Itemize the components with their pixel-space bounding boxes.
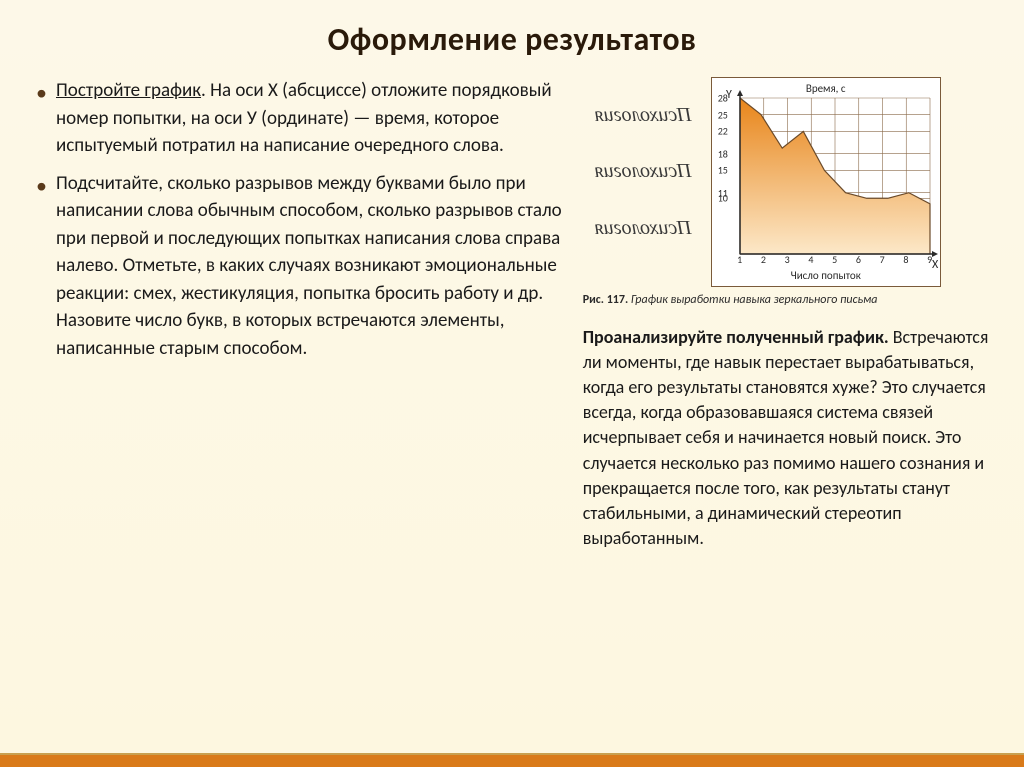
x-tick: 6 [856,253,861,266]
x-tick: 4 [808,253,813,266]
analysis-lead: Проанализируйте полученный график. [583,326,889,348]
x-tick: 1 [737,253,742,266]
analysis-paragraph: Проанализируйте полученный график. Встре… [583,325,994,552]
mirror-writing-samples: Психология Психология Психология [583,77,703,287]
x-tick: 8 [903,253,908,266]
x-tick: 9 [927,253,932,266]
x-axis-label: Число попыток [791,269,861,282]
x-tick: 2 [761,253,766,266]
x-tick: 5 [832,253,837,266]
figure-caption: Рис. 117. График выработки навыка зеркал… [583,293,994,309]
analysis-body: Встречаются ли моменты, где навык перест… [583,326,989,550]
x-tick: 3 [785,253,790,266]
y-axis-label: Время, с [806,82,846,95]
list-item: Подсчитайте, сколько разрывов между букв… [30,170,565,363]
bullet-lead: Постройте график [56,79,201,102]
left-column: Постройте график. На оси Х (абсциссе) от… [30,77,565,551]
svg-text:X: X [932,258,939,272]
bullet-list: Постройте график. На оси Х (абсциссе) от… [30,77,565,362]
mirror-word: Психология [583,104,703,127]
y-tick: 28 [718,92,728,105]
y-tick: 18 [718,147,728,160]
x-tick: 7 [880,253,885,266]
content-row: Постройте график. На оси Х (абсциссе) от… [30,77,994,551]
caption-prefix: Рис. 117. [583,293,628,307]
right-column: Психология Психология Психология YX Врем… [583,77,994,551]
mirror-word: Психология [583,217,703,240]
bullet-text: Подсчитайте, сколько разрывов между букв… [56,172,562,360]
mirror-word: Психология [583,160,703,183]
slide: Оформление результатов Постройте график.… [0,0,1024,767]
y-tick: 15 [718,164,728,177]
page-title: Оформление результатов [30,20,994,59]
list-item: Постройте график. На оси Х (абсциссе) от… [30,77,565,160]
caption-text: График выработки навыка зеркального пись… [631,293,878,307]
chart: YX Время, с Число попыток 10111518222528… [711,77,941,287]
figure: Психология Психология Психология YX Врем… [583,77,994,287]
y-tick: 25 [718,108,728,121]
y-tick: 22 [718,125,728,138]
accent-divider [0,753,1024,755]
y-tick: 11 [718,186,728,199]
